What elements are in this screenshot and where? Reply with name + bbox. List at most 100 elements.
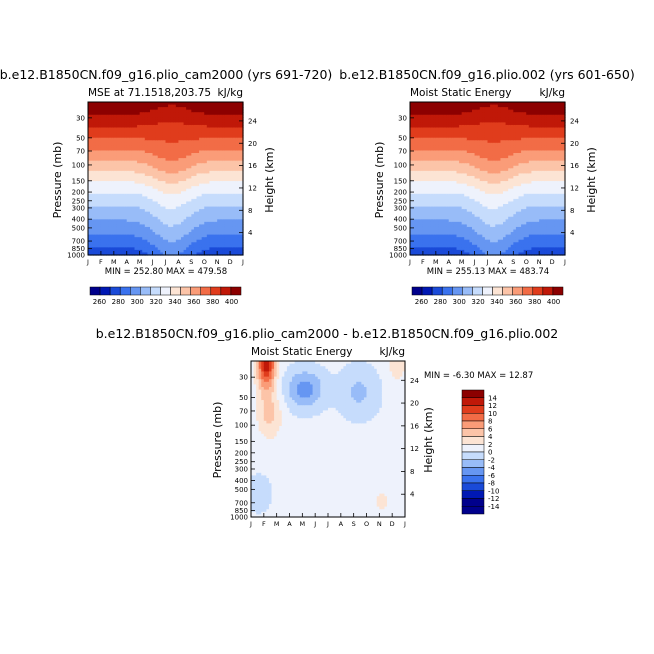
- contour-cell: [186, 232, 190, 236]
- contour-cell: [201, 183, 205, 187]
- contour-cell: [100, 214, 105, 218]
- contour-cell: [108, 204, 112, 208]
- contour-cell: [134, 237, 138, 241]
- contour-cell: [137, 252, 141, 256]
- contour-cell: [459, 127, 463, 131]
- contour-cell: [111, 140, 115, 144]
- contour-cell: [188, 163, 192, 167]
- contour-cell: [201, 201, 205, 205]
- contour-cell: [193, 204, 198, 208]
- contour-cell: [230, 242, 234, 246]
- contour-cell: [448, 206, 452, 210]
- contour-cell: [137, 142, 141, 146]
- contour-cell: [459, 201, 463, 205]
- contour-cell: [428, 247, 432, 251]
- contour-cell: [147, 196, 151, 200]
- contour-cell: [175, 124, 180, 129]
- contour-cell: [217, 244, 221, 248]
- contour-cell: [147, 234, 151, 238]
- contour-cell: [446, 229, 450, 233]
- contour-cell: [111, 181, 115, 185]
- contour-cell: [88, 178, 92, 182]
- contour-cell: [139, 221, 143, 225]
- contour-cell: [175, 117, 180, 121]
- contour-cell: [237, 173, 242, 177]
- contour-cell: [191, 132, 195, 136]
- contour-cell: [181, 252, 185, 256]
- contour-cell: [425, 107, 429, 111]
- contour-cell: [188, 173, 192, 177]
- contour-cell: [217, 232, 221, 236]
- contour-cell: [155, 165, 159, 169]
- contour-cell: [230, 168, 234, 172]
- contour-cell: [111, 153, 115, 157]
- contour-cell: [428, 209, 432, 213]
- contour-cell: [165, 244, 169, 248]
- contour-cell: [240, 198, 244, 203]
- y-tick-label: 50: [76, 134, 85, 142]
- contour-cell: [201, 204, 205, 208]
- contour-cell: [435, 165, 440, 169]
- contour-cell: [113, 155, 118, 159]
- contour-cell: [420, 216, 424, 220]
- contour-cell: [227, 150, 231, 154]
- contour-cell: [446, 193, 450, 197]
- contour-cell: [453, 198, 458, 203]
- contour-cell: [199, 196, 203, 200]
- contour-cell: [168, 209, 172, 213]
- contour-cell: [150, 239, 154, 243]
- contour-cell: [90, 165, 94, 169]
- contour-cell: [222, 249, 226, 254]
- contour-cell: [106, 206, 110, 210]
- y-axis-label: Pressure (mb): [51, 142, 64, 219]
- contour-cell: [95, 135, 99, 139]
- contour-cell: [201, 198, 205, 203]
- contour-cell: [134, 183, 138, 187]
- contour-cell: [422, 170, 427, 174]
- contour-cell: [435, 168, 440, 172]
- contour-cell: [181, 191, 185, 195]
- contour-cell: [139, 175, 143, 180]
- contour-cell: [129, 153, 133, 157]
- contour-cell: [129, 132, 133, 136]
- contour-cell: [448, 242, 452, 246]
- contour-cell: [103, 224, 107, 228]
- contour-cell: [106, 211, 110, 215]
- contour-cell: [90, 107, 94, 111]
- contour-cell: [152, 219, 156, 223]
- contour-cell: [88, 234, 92, 238]
- contour-cell: [173, 150, 177, 154]
- contour-cell: [453, 102, 458, 106]
- contour-cell: [175, 150, 180, 154]
- contour-cell: [147, 130, 151, 134]
- contour-cell: [420, 198, 424, 203]
- contour-cell: [212, 196, 216, 200]
- contour-cell: [155, 175, 159, 180]
- contour-cell: [183, 175, 187, 180]
- contour-cell: [134, 170, 138, 174]
- contour-cell: [155, 186, 159, 190]
- contour-cell: [417, 204, 421, 208]
- contour-cell: [232, 119, 236, 123]
- contour-cell: [183, 183, 187, 187]
- contour-cell: [142, 206, 146, 210]
- contour-cell: [448, 122, 452, 126]
- contour-cell: [232, 183, 236, 187]
- contour-cell: [453, 140, 458, 144]
- contour-cell: [150, 219, 154, 223]
- contour-cell: [204, 168, 208, 172]
- contour-cell: [212, 132, 216, 136]
- contour-cell: [90, 244, 94, 248]
- contour-cell: [188, 209, 192, 213]
- contour-cell: [430, 117, 434, 121]
- contour-cell: [157, 160, 161, 164]
- contour-cell: [134, 216, 138, 220]
- contour-cell: [453, 178, 458, 182]
- contour-cell: [224, 122, 229, 126]
- contour-cell: [212, 247, 216, 251]
- contour-cell: [227, 160, 231, 164]
- contour-cell: [446, 153, 450, 157]
- contour-cell: [95, 247, 99, 251]
- contour-cell: [461, 186, 465, 190]
- contour-cell: [124, 252, 128, 256]
